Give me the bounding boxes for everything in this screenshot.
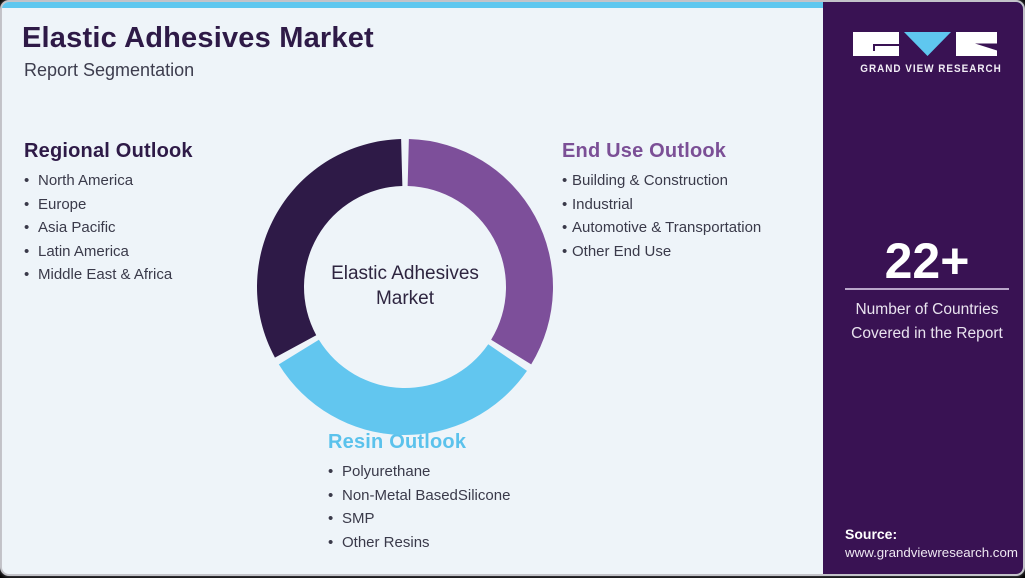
svg-text:Market: Market — [376, 288, 435, 309]
svg-text:Elastic Adhesives: Elastic Adhesives — [331, 263, 479, 284]
